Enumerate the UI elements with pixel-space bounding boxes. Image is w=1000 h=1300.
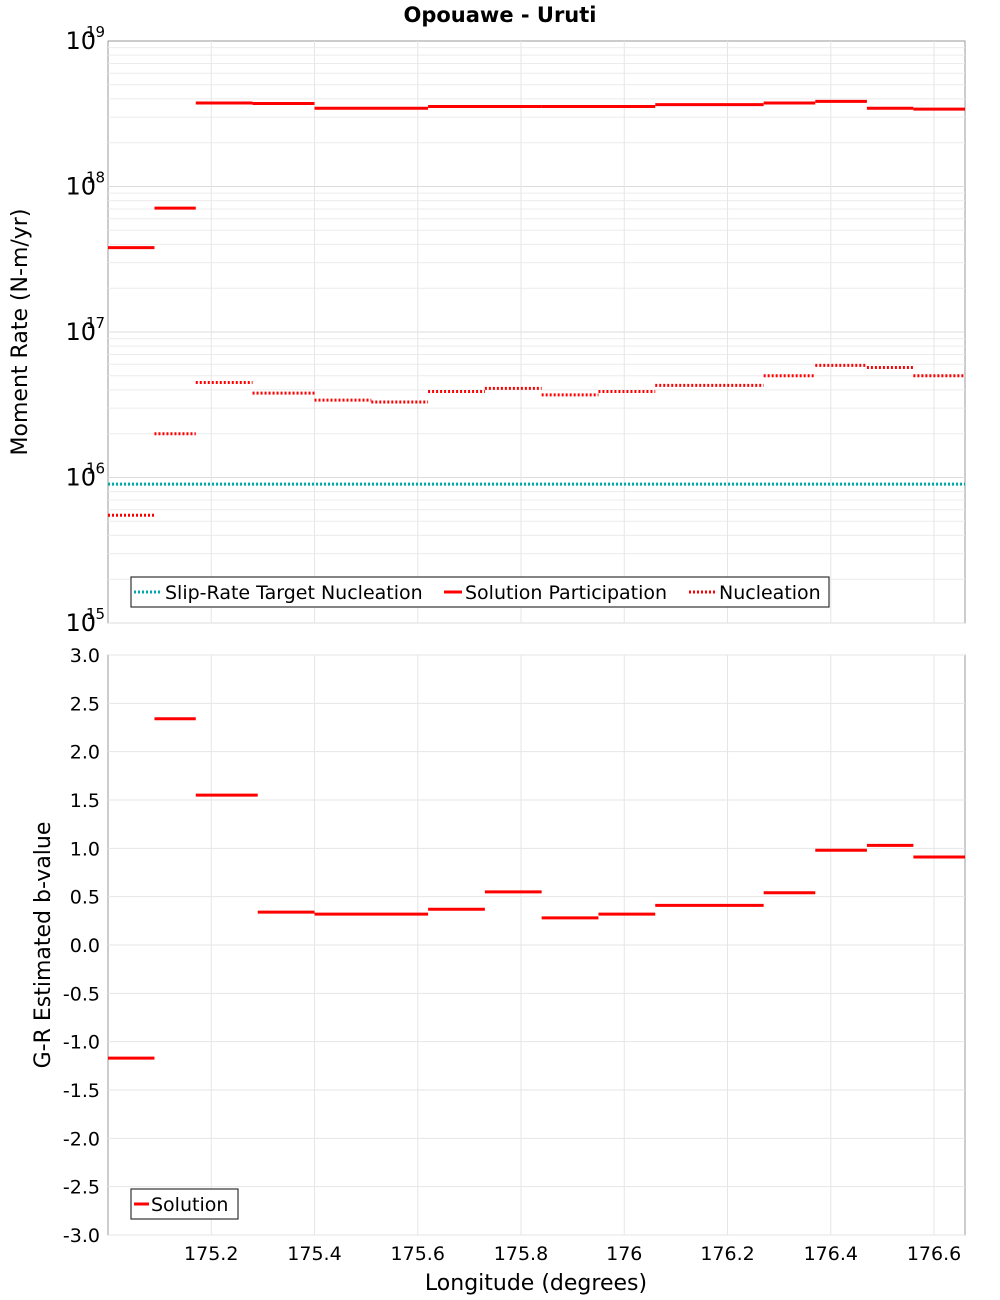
chart-title: Opouawe - Uruti [403,3,596,27]
legend-label-solution-participation: Solution Participation [465,582,667,604]
moment-rate-legend: Slip-Rate Target Nucleation Solution Par… [130,576,830,608]
y-tick-base: 10 [65,27,96,55]
x-tick-label: 175.8 [494,1243,548,1265]
x-tick-label: 176.2 [700,1243,754,1265]
series-solution-participation [108,99,965,250]
moment-rate-legend-box [130,576,830,608]
y-tick-label: -2.5 [63,1177,100,1199]
y-tick-base: 10 [65,173,96,201]
x-tick-label: 176.6 [907,1243,961,1265]
y-tick-exponent: 16 [86,460,105,478]
legend-label-solution: Solution [151,1194,228,1216]
x-tick-label: 176 [606,1243,642,1265]
y-tick-label: -0.5 [63,983,100,1005]
y-tick-label: 0.5 [70,887,100,909]
x-tick-label: 175.2 [184,1243,238,1265]
legend-label-slip-rate-target: Slip-Rate Target Nucleation [165,582,423,604]
b-value-series [108,717,965,1060]
x-tick-labels: 175.2 175.4 175.6 175.8 176 176.2 176.4 176.6 [184,1243,961,1265]
y-tick-label: 2.5 [70,693,100,715]
y-tick-exponent: 15 [86,605,105,623]
b-value-y-tick-labels: 3.0 2.5 2.0 1.5 1.0 0.5 0.0 -0.5 -1.0 -1.5 -2.0 -2.… [63,645,100,1247]
moment-rate-grid [108,41,965,624]
y-tick-exponent: 18 [86,169,105,187]
y-tick-label: 3.0 [70,645,100,667]
b-value-grid [108,654,965,1236]
b-value-panel: 3.0 2.5 2.0 1.5 1.0 0.5 0.0 -0.5 -1.0 -1.5 -2.0 -2.… [31,645,966,1296]
x-tick-label: 175.4 [287,1243,341,1265]
y-tick-base: 10 [65,609,96,637]
moment-rate-series [108,99,965,517]
y-tick-label: -3.0 [63,1225,100,1247]
y-tick-exponent: 19 [86,23,105,41]
y-tick-label: 2.0 [70,742,100,764]
x-axis-label: Longitude (degrees) [425,1271,647,1296]
y-tick-label: -2.0 [63,1128,100,1150]
series-nucleation [108,363,965,517]
y-tick-base: 10 [65,318,96,346]
y-tick-base: 10 [65,464,96,492]
y-tick-label: -1.0 [63,1032,100,1054]
b-value-y-axis-label: G-R Estimated b-value [31,822,56,1069]
legend-label-nucleation: Nucleation [719,582,821,604]
y-tick-label: 0.0 [70,935,100,957]
x-tick-label: 176.4 [804,1243,858,1265]
moment-rate-y-axis-label: Moment Rate (N-m/yr) [8,209,33,456]
x-tick-label: 175.6 [391,1243,445,1265]
y-tick-label: 1.0 [70,838,100,860]
y-tick-label: 1.5 [70,790,100,812]
b-value-legend: Solution [130,1188,239,1220]
y-tick-exponent: 17 [86,314,105,332]
y-tick-label: -1.5 [63,1080,100,1102]
series-solution [108,717,965,1060]
